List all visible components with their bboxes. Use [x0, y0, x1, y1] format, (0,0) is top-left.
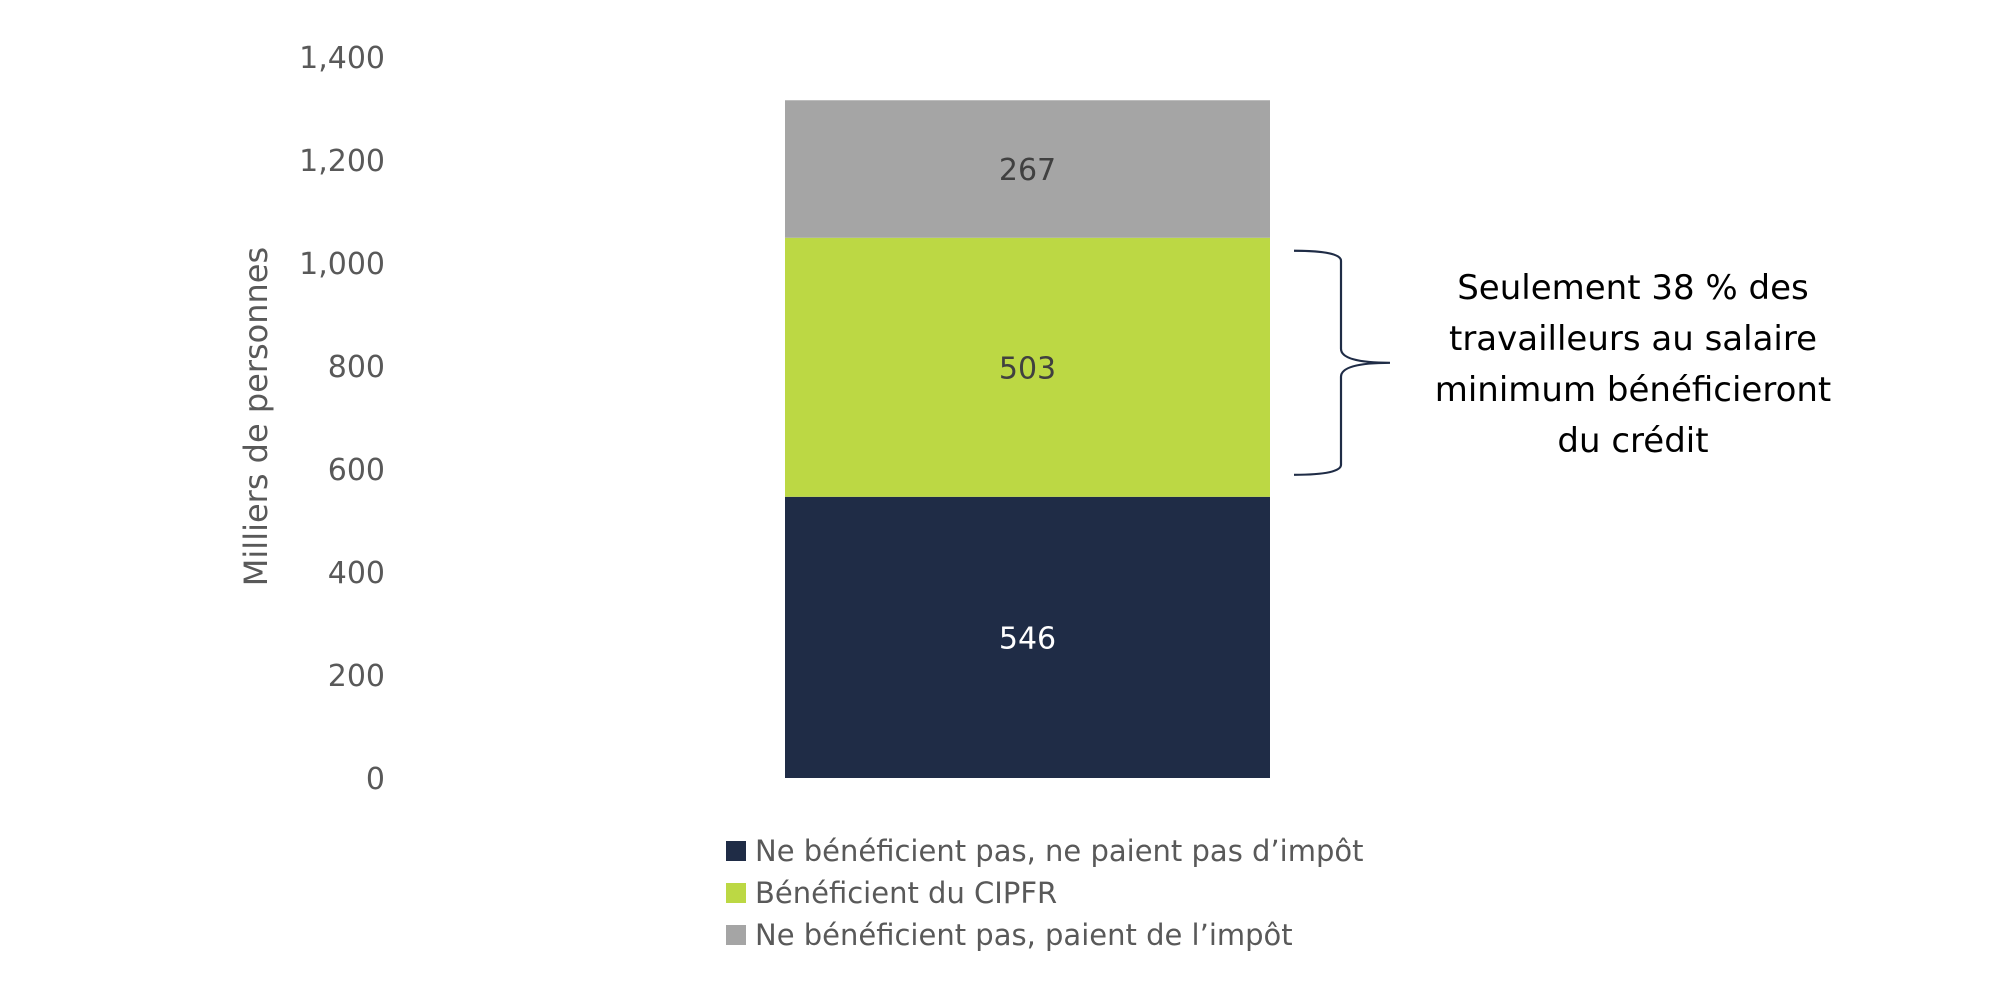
annotation-text: Seulement 38 % des travailleurs au salair… [1435, 268, 1832, 461]
y-tick-label: 200 [328, 659, 385, 694]
y-axis-title: Milliers de personnes [237, 247, 275, 586]
y-tick-label: 1,000 [299, 247, 385, 282]
legend-swatch-cipfr [726, 883, 746, 903]
bar-segment-2 [785, 100, 1270, 238]
bar-segment-1 [785, 237, 1270, 497]
data-label-1: 503 [999, 351, 1056, 386]
legend-swatch-no-benefit-no-tax [726, 841, 746, 861]
annotation-line: du crédit [1557, 421, 1708, 461]
data-label-2: 267 [999, 153, 1056, 188]
bar-segment-0 [785, 496, 1270, 778]
legend-item-cipfr: Bénéficient du CIPFR [726, 872, 1363, 914]
data-labels: 546 503 267 [999, 153, 1056, 656]
annotation-brace [1293, 249, 1391, 476]
legend-item-no-benefit-no-tax: Ne bénéficient pas, ne paient pas d’impô… [726, 830, 1363, 872]
y-tick-label: 1,200 [299, 144, 385, 179]
legend-label-no-benefit-no-tax: Ne bénéficient pas, ne paient pas d’impô… [755, 834, 1364, 868]
legend-swatch-no-benefit-tax [726, 925, 746, 945]
data-label-0: 546 [999, 621, 1056, 656]
y-tick-label: 400 [328, 556, 385, 591]
stacked-bar [785, 100, 1270, 778]
annotation-line: minimum bénéficieront [1435, 370, 1832, 410]
annotation-line: Seulement 38 % des [1457, 268, 1809, 308]
legend-item-no-benefit-tax: Ne bénéficient pas, paient de l’impôt [726, 914, 1363, 956]
y-tick-label: 1,400 [299, 41, 385, 76]
legend-label-cipfr: Bénéficient du CIPFR [755, 876, 1058, 910]
y-tick-label: 600 [328, 453, 385, 488]
legend: Ne bénéficient pas, ne paient pas d’impô… [726, 830, 1363, 956]
legend-label-no-benefit-tax: Ne bénéficient pas, paient de l’impôt [755, 918, 1293, 952]
y-tick-label: 0 [366, 762, 385, 797]
y-tick-label: 800 [328, 350, 385, 385]
annotation-line: travailleurs au salaire [1449, 319, 1817, 359]
y-axis-ticks: 0 200 400 600 800 1,000 1,200 1,400 [299, 41, 385, 797]
